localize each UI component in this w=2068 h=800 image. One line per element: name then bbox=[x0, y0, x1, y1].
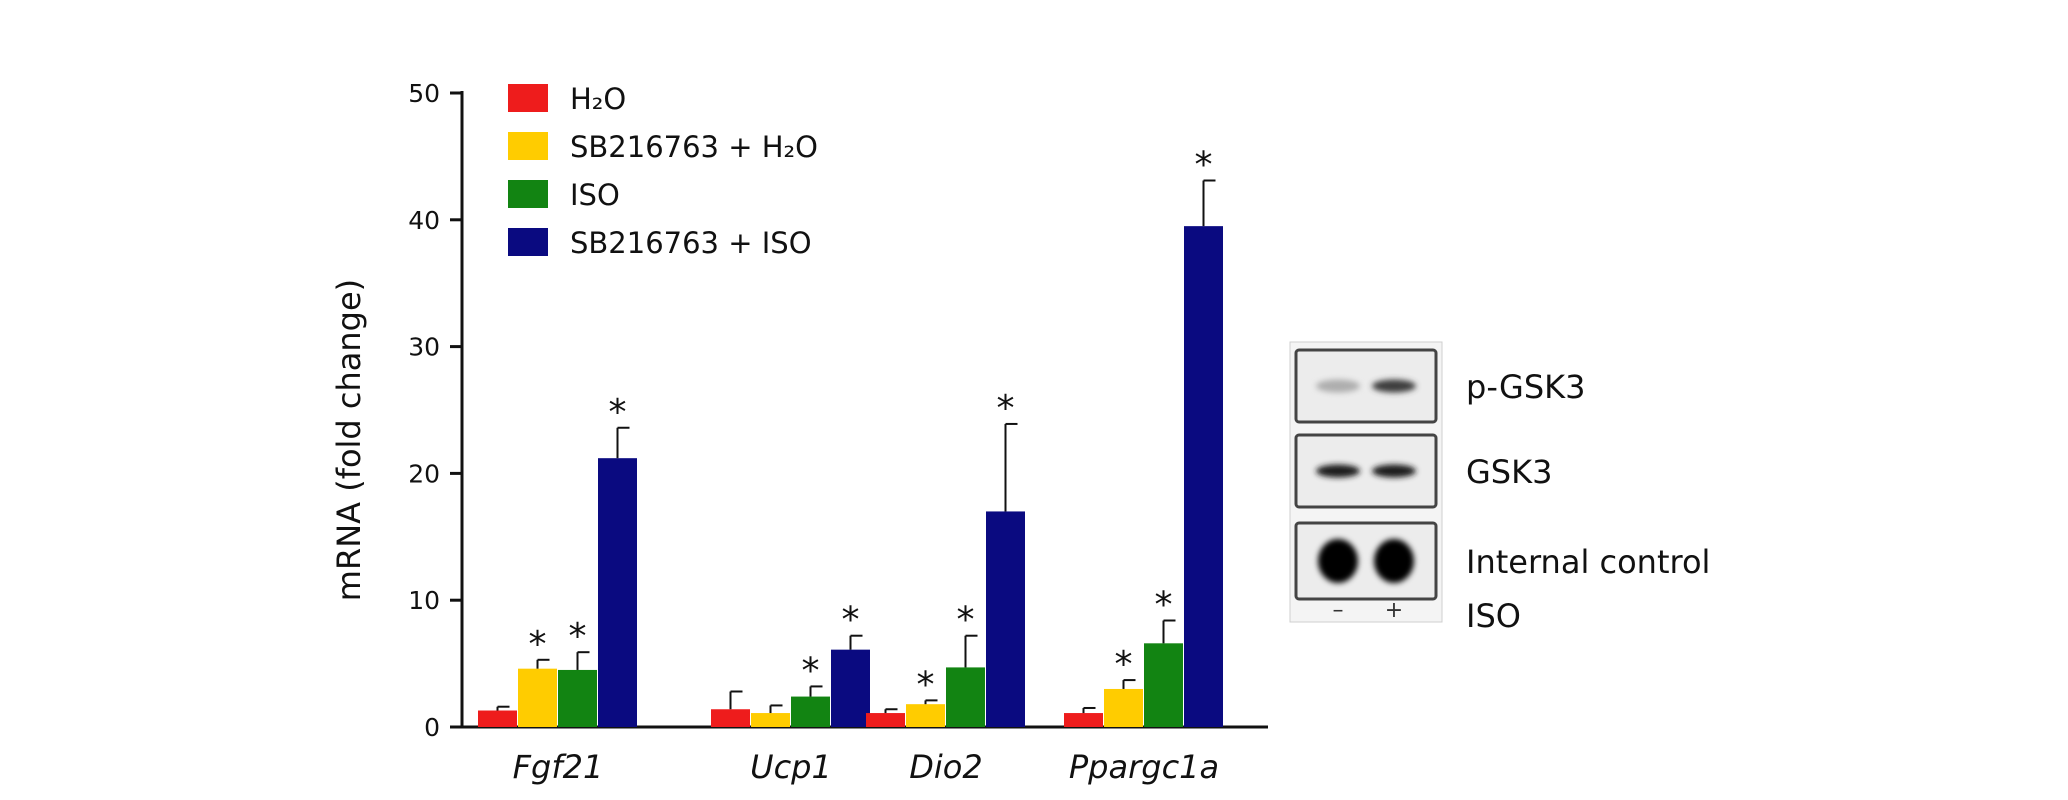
blot-band bbox=[1374, 539, 1414, 583]
bar-group-ucp1: ** bbox=[711, 600, 870, 727]
y-tick-label: 40 bbox=[408, 206, 440, 235]
blot-strip bbox=[1294, 348, 1438, 424]
legend-item: SB216763 + H₂O bbox=[508, 130, 818, 164]
x-category-label: Ucp1 bbox=[750, 748, 832, 786]
y-tick-label: 30 bbox=[408, 333, 440, 362]
blot-row: Internal control bbox=[1294, 521, 1710, 601]
y-tick-label: 0 bbox=[424, 713, 440, 742]
bar bbox=[478, 710, 517, 727]
blot-row-label: p-GSK3 bbox=[1466, 368, 1585, 406]
bar-group-dio2: * * * bbox=[866, 388, 1025, 727]
bar-group-ppargc1a: * * * bbox=[1064, 144, 1223, 727]
significance-marker: * bbox=[1115, 644, 1133, 685]
blot-band bbox=[1316, 379, 1360, 393]
y-tick-label: 50 bbox=[408, 79, 440, 108]
significance-marker: * bbox=[842, 600, 860, 641]
y-tick-label: 10 bbox=[408, 586, 440, 615]
legend-label: SB216763 + H₂O bbox=[570, 130, 818, 164]
legend-label: ISO bbox=[570, 178, 620, 212]
legend-label: SB216763 + ISO bbox=[570, 226, 812, 260]
bar bbox=[558, 669, 597, 727]
bar bbox=[598, 458, 637, 727]
y-axis: 0 10 20 30 40 50 bbox=[408, 79, 464, 742]
legend-swatch bbox=[508, 180, 548, 208]
significance-marker: * bbox=[569, 616, 587, 657]
lane-sign: + bbox=[1385, 598, 1403, 623]
bar-group-fgf21: * * * bbox=[478, 392, 637, 727]
bar-chart: mRNA (fold change) 0 10 20 30 40 50 Fgf21 Ucp1… bbox=[330, 79, 1268, 786]
bar bbox=[946, 667, 985, 727]
bar bbox=[831, 649, 870, 727]
bar bbox=[1064, 713, 1103, 727]
bar bbox=[866, 713, 905, 727]
significance-marker: * bbox=[1195, 144, 1213, 185]
bar bbox=[906, 704, 945, 727]
significance-marker: * bbox=[529, 624, 547, 665]
blot-band bbox=[1318, 539, 1358, 583]
legend-item: H₂O bbox=[508, 82, 626, 116]
significance-marker: * bbox=[802, 650, 820, 691]
blot-band bbox=[1316, 464, 1360, 478]
blot-strip bbox=[1294, 521, 1438, 601]
legend: H₂O SB216763 + H₂O ISO SB216763 + ISO bbox=[508, 82, 818, 260]
legend-item: SB216763 + ISO bbox=[508, 226, 812, 260]
blot-row-label: Internal control bbox=[1466, 543, 1710, 581]
significance-marker: * bbox=[609, 392, 627, 433]
y-tick-label: 20 bbox=[408, 459, 440, 488]
legend-swatch bbox=[508, 228, 548, 256]
blot-row: p-GSK3 bbox=[1294, 348, 1585, 424]
bars: * ********** bbox=[478, 144, 1223, 727]
legend-swatch bbox=[508, 84, 548, 112]
lane-sign: – bbox=[1333, 598, 1344, 623]
bar bbox=[1144, 643, 1183, 727]
bar bbox=[1104, 688, 1143, 727]
blot-band bbox=[1372, 379, 1416, 393]
bar bbox=[518, 668, 557, 727]
legend-item: ISO bbox=[508, 178, 620, 212]
bar bbox=[1184, 226, 1223, 727]
western-blot-panel: p-GSK3 GSK3 Internal control – + ISO bbox=[1289, 341, 1710, 635]
significance-marker: * bbox=[997, 388, 1015, 429]
x-axis: Fgf21 Ucp1 Dio2 Ppargc1a bbox=[462, 725, 1268, 786]
y-axis-title: mRNA (fold change) bbox=[330, 279, 368, 601]
blot-row-label: GSK3 bbox=[1466, 453, 1552, 491]
x-category-label: Dio2 bbox=[909, 748, 982, 786]
bar bbox=[986, 511, 1025, 727]
bar bbox=[711, 709, 750, 727]
significance-marker: * bbox=[917, 664, 935, 705]
blot-condition-label: ISO bbox=[1466, 597, 1521, 635]
blot-row: GSK3 bbox=[1294, 433, 1552, 509]
legend-swatch bbox=[508, 132, 548, 160]
bar bbox=[751, 713, 790, 727]
significance-marker: * bbox=[1155, 584, 1173, 625]
blot-band bbox=[1372, 464, 1416, 478]
x-category-label: Ppargc1a bbox=[1069, 748, 1219, 786]
bar bbox=[791, 696, 830, 727]
blot-strip bbox=[1294, 433, 1438, 509]
x-category-label: Fgf21 bbox=[513, 748, 604, 786]
legend-label: H₂O bbox=[570, 82, 626, 116]
significance-marker: * bbox=[957, 600, 975, 641]
